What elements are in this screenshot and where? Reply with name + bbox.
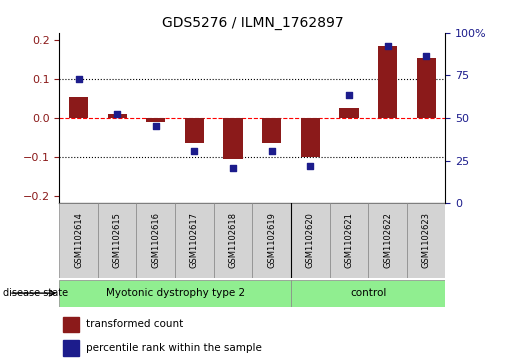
Text: control: control (350, 288, 386, 298)
Text: GSM1102619: GSM1102619 (267, 213, 276, 268)
Text: GSM1102614: GSM1102614 (74, 213, 83, 268)
Bar (63, 317, 78, 332)
Point (345, 92, 353, 98)
Bar (291, 280, 445, 307)
Text: GSM1102623: GSM1102623 (422, 212, 431, 269)
Bar (301, 118, 320, 157)
Point (383, 43, 392, 49)
Point (422, 53, 431, 59)
Text: GSM1102616: GSM1102616 (151, 212, 160, 269)
Bar (63, 340, 78, 356)
Bar (291, 203, 330, 278)
Bar (339, 108, 358, 118)
Bar (108, 114, 127, 118)
Bar (252, 203, 291, 278)
Point (229, 166, 237, 171)
Point (74, 76, 82, 82)
Bar (146, 118, 165, 122)
Point (151, 123, 160, 129)
Point (268, 148, 276, 154)
Text: Myotonic dystrophy type 2: Myotonic dystrophy type 2 (106, 288, 245, 298)
Text: disease state: disease state (3, 288, 67, 298)
Bar (98, 203, 136, 278)
Point (190, 148, 198, 154)
Text: GSM1102622: GSM1102622 (383, 213, 392, 268)
Bar (224, 118, 243, 159)
Bar (378, 46, 397, 118)
Text: transformed count: transformed count (87, 319, 183, 330)
Bar (69, 97, 88, 118)
Point (306, 164, 314, 170)
Text: percentile rank within the sample: percentile rank within the sample (87, 343, 262, 353)
Bar (417, 58, 436, 118)
Bar (59, 203, 98, 278)
Bar (214, 203, 252, 278)
Point (113, 111, 122, 117)
Text: GSM1102620: GSM1102620 (306, 213, 315, 268)
Bar (262, 118, 281, 143)
Bar (59, 280, 291, 307)
Bar (175, 203, 214, 278)
Bar (330, 203, 368, 278)
Bar (407, 203, 445, 278)
Text: GSM1102618: GSM1102618 (229, 212, 237, 269)
Bar (185, 118, 204, 143)
Title: GDS5276 / ILMN_1762897: GDS5276 / ILMN_1762897 (162, 16, 343, 30)
Bar (136, 203, 175, 278)
Text: GSM1102615: GSM1102615 (113, 213, 122, 268)
Bar (368, 203, 407, 278)
Text: GSM1102621: GSM1102621 (345, 213, 353, 268)
Text: GSM1102617: GSM1102617 (190, 212, 199, 269)
